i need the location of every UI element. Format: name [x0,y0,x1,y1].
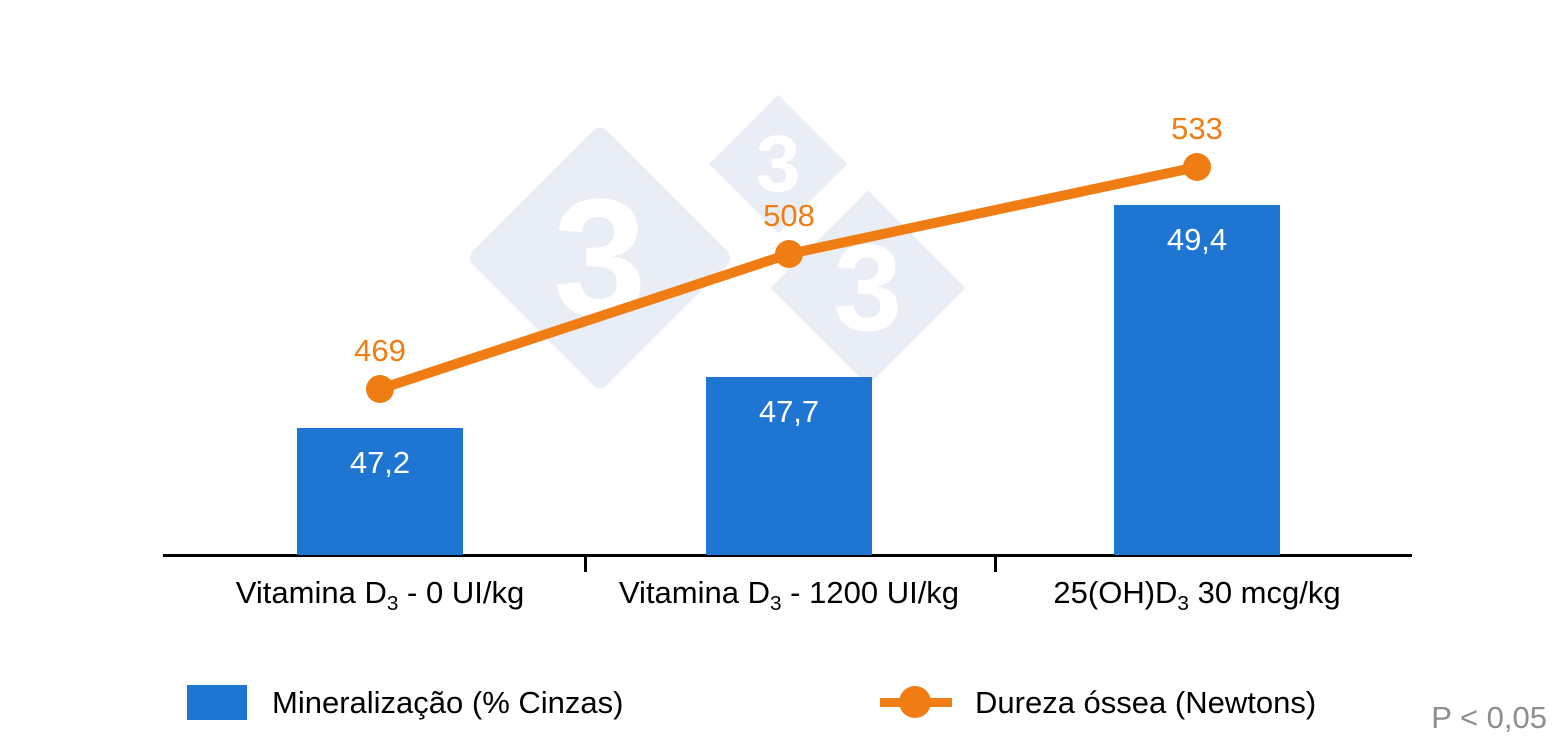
x-axis-tick [994,555,997,572]
line-legend-label: Dureza óssea (Newtons) [975,685,1317,720]
bar: 47,7 [706,377,872,555]
category-label: Vitamina D3 - 1200 UI/kg [618,575,960,615]
category-label-subscript: 3 [1177,592,1189,616]
line-value-label: 533 [1171,111,1223,146]
x-axis-tick [584,555,587,572]
line-legend-dot-icon [899,686,931,718]
category-label-text: - 0 UI/kg [398,575,525,610]
category-label: Vitamina D3 - 0 UI/kg [235,575,525,615]
category-label-text: - 1200 UI/kg [781,575,960,610]
line-point [1183,153,1211,181]
bar-value-label: 47,7 [758,394,820,429]
bar-legend-swatch [187,685,247,720]
bar-value-label: 47,2 [349,445,411,480]
category-label-subscript: 3 [386,592,399,616]
x-axis [163,554,1412,557]
p-value-annotation: P < 0,05 [1431,700,1547,735]
category-label-text: Vitamina D [618,575,771,610]
line-point [366,375,394,403]
category-label-text: Vitamina D [235,575,387,610]
category-label: 25(OH)D3 30 mcg/kg [1053,575,1341,615]
bar: 47,2 [297,428,463,555]
category-label-subscript: 3 [770,592,782,616]
bar-legend-label: Mineralização (% Cinzas) [272,685,624,720]
bar-value-label: 49,4 [1166,222,1228,257]
line-point [775,240,803,268]
category-label-text: 30 mcg/kg [1188,575,1341,610]
category-label-text: 25(OH)D [1053,575,1178,610]
line-value-label: 469 [354,333,406,368]
bar: 49,4 [1114,205,1280,555]
line-value-label: 508 [763,198,815,233]
